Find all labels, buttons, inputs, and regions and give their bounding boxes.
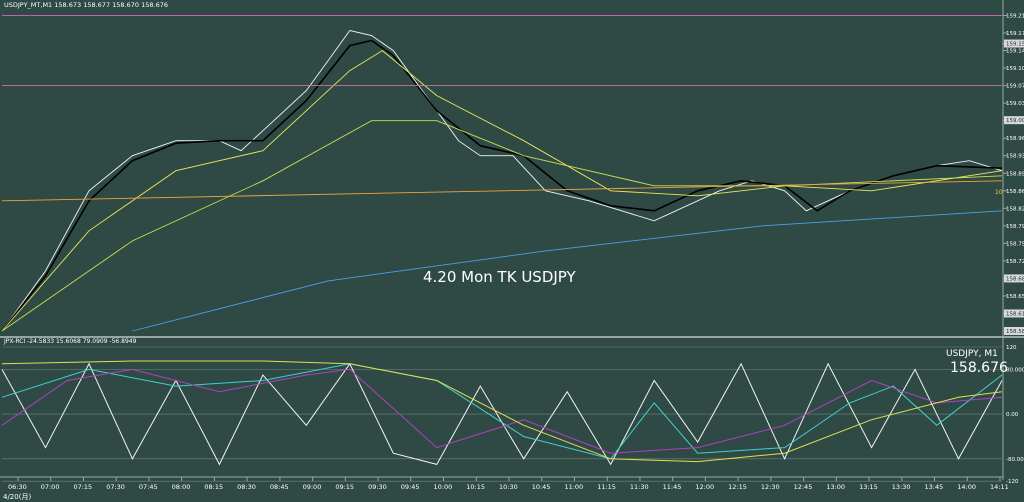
x-tick-label: 11:45 xyxy=(663,483,682,491)
price-badge-label: 158.615 xyxy=(1006,311,1024,317)
chart-watermark: 4.20 Mon TK USDJPY xyxy=(423,268,577,286)
date-label: 4/20(月) xyxy=(3,493,31,501)
sub-y-tick-label: 80.000 xyxy=(1006,367,1024,373)
x-tick-label: 10:15 xyxy=(466,483,485,491)
x-tick-label: 07:30 xyxy=(106,483,125,491)
y-tick-label: 159.035 xyxy=(1006,101,1024,107)
oscillator-series-line xyxy=(1,360,1003,463)
oscillator-header: JPX-RCI -24.5833 15.6068 79.0909 -56.894… xyxy=(3,338,137,345)
y-tick-label: 158.930 xyxy=(1006,154,1024,160)
y-tick-label: 158.965 xyxy=(1006,136,1024,142)
x-tick-label: 08:15 xyxy=(204,483,223,491)
y-tick-label: 159.105 xyxy=(1006,66,1024,72)
price-badge xyxy=(1004,274,1024,283)
x-tick-label: 09:45 xyxy=(401,483,420,491)
x-tick-label: 08:00 xyxy=(172,483,191,491)
x-tick-label: 09:30 xyxy=(368,483,387,491)
price-badge-label: 158.580 xyxy=(1006,329,1024,335)
y-tick-label: 158.860 xyxy=(1006,189,1024,195)
price-badge-label: 159.001 xyxy=(1006,118,1024,124)
x-tick-label: 09:15 xyxy=(335,483,354,491)
x-tick-label: 12:00 xyxy=(695,483,714,491)
price-badge-label: 159.154 xyxy=(1006,42,1024,48)
sub-y-tick-label: 120 xyxy=(1006,345,1017,351)
x-tick-label: 11:00 xyxy=(564,483,583,491)
x-tick-label: 13:00 xyxy=(826,483,845,491)
price-series-line xyxy=(1,180,1003,202)
x-tick-label: 12:15 xyxy=(728,483,747,491)
x-tick-label: 12:45 xyxy=(794,483,813,491)
x-tick-label: 13:30 xyxy=(892,483,911,491)
price-series-line xyxy=(132,210,1003,332)
x-tick-label: 10:30 xyxy=(499,483,518,491)
x-tick-label: 06:30 xyxy=(8,483,27,491)
sub-y-tick-label: -80.000 xyxy=(1006,457,1024,463)
x-tick-label: 12:30 xyxy=(761,483,780,491)
x-tick-label: 07:45 xyxy=(139,483,158,491)
sub-y-tick-label: -120 xyxy=(1006,479,1019,485)
x-tick-label: 10:00 xyxy=(434,483,453,491)
y-tick-label: 158.790 xyxy=(1006,224,1024,230)
price-badge-label: 158.685 xyxy=(1006,276,1024,282)
x-tick-label: 14:11 xyxy=(990,483,1009,491)
x-tick-label: 13:15 xyxy=(859,483,878,491)
oscillator-series-group xyxy=(1,360,1003,466)
right-value-label: 10 xyxy=(995,189,1003,196)
price-badge xyxy=(1004,39,1024,48)
axis-group: 159.210 159.175 159.154159.140 159.105 159.0… xyxy=(8,14,1024,491)
sub-price: 158.676 xyxy=(950,360,1008,376)
sub-y-tick-label: 0.00 xyxy=(1006,412,1019,418)
y-tick-label: 158.720 xyxy=(1006,259,1024,265)
x-tick-label: 09:00 xyxy=(303,483,322,491)
y-tick-label: 159.140 xyxy=(1006,49,1024,55)
oscillator-series-line xyxy=(1,368,1003,454)
y-tick-label: 158.650 xyxy=(1006,294,1024,300)
y-tick-label: 158.755 xyxy=(1006,241,1024,247)
x-tick-label: 10:45 xyxy=(532,483,551,491)
x-tick-label: 14:00 xyxy=(957,483,976,491)
x-tick-label: 08:30 xyxy=(237,483,256,491)
price-badge xyxy=(1004,309,1024,318)
price-series-group xyxy=(1,15,1003,332)
x-tick-label: 11:30 xyxy=(630,483,649,491)
x-tick-label: 11:15 xyxy=(597,483,616,491)
y-tick-label: 159.210 xyxy=(1006,14,1024,20)
y-tick-label: 159.070 xyxy=(1006,84,1024,90)
y-tick-label: 158.895 xyxy=(1006,171,1024,177)
sub-symbol: USDJPY, M1 xyxy=(946,349,998,359)
x-tick-label: 08:45 xyxy=(270,483,289,491)
x-tick-label: 07:00 xyxy=(41,483,60,491)
chart-header: USDJPY_MT,M1 158.673 158.677 158.670 158… xyxy=(4,1,168,9)
price-badge xyxy=(1004,116,1024,125)
price-badge xyxy=(1004,326,1024,335)
y-tick-label: 158.825 xyxy=(1006,206,1024,212)
price-series-line xyxy=(1,39,1003,332)
y-tick-label: 159.175 xyxy=(1006,31,1024,37)
x-tick-label: 07:15 xyxy=(73,483,92,491)
x-tick-label: 13:45 xyxy=(925,483,944,491)
